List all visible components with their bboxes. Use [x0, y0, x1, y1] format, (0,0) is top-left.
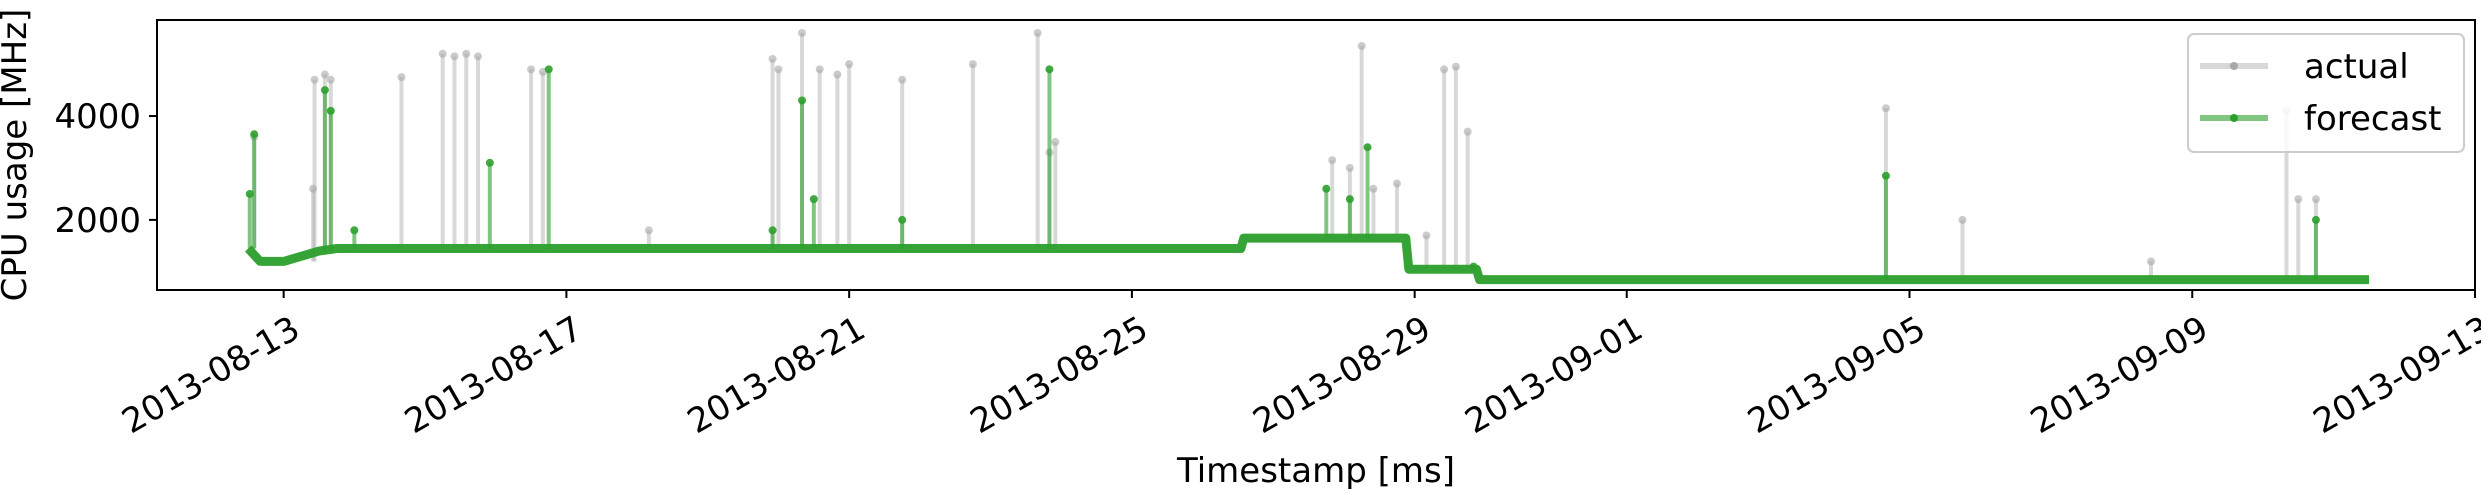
point-actual — [1033, 28, 1042, 37]
point-forecast — [350, 226, 359, 235]
point-actual — [774, 65, 783, 74]
point-actual — [397, 73, 406, 82]
point-forecast — [250, 130, 259, 139]
legend: actual forecast — [2187, 33, 2465, 153]
point-actual — [320, 70, 329, 79]
point-forecast — [326, 106, 335, 115]
legend-marker-actual — [2230, 62, 2238, 70]
point-actual — [644, 226, 653, 235]
point-actual — [798, 28, 807, 37]
point-actual — [1369, 184, 1378, 193]
point-actual — [1345, 163, 1354, 172]
point-forecast — [898, 215, 907, 224]
point-actual — [527, 65, 536, 74]
point-actual — [1422, 231, 1431, 240]
point-actual — [968, 60, 977, 69]
point-forecast — [1363, 143, 1372, 152]
point-forecast — [798, 96, 807, 105]
point-actual — [833, 70, 842, 79]
point-actual — [2147, 257, 2156, 266]
point-actual — [1451, 62, 1460, 71]
point-actual — [474, 52, 483, 61]
legend-frame — [2187, 33, 2465, 153]
point-actual — [310, 75, 319, 84]
point-actual — [1392, 179, 1401, 188]
legend-marker-forecast — [2230, 114, 2238, 122]
x-axis-label: Timestamp [ms] — [1176, 451, 1455, 490]
point-forecast — [768, 226, 777, 235]
point-actual — [898, 75, 907, 84]
point-forecast — [1469, 262, 1478, 271]
baseline-forecast — [244, 233, 2369, 285]
point-forecast — [1322, 184, 1331, 193]
point-forecast — [1881, 171, 1890, 180]
point-forecast — [809, 195, 818, 204]
point-actual — [450, 52, 459, 61]
point-actual — [845, 60, 854, 69]
point-actual — [2311, 195, 2320, 204]
point-actual — [1357, 41, 1366, 50]
point-actual — [1328, 156, 1337, 165]
point-actual — [1051, 138, 1060, 147]
y-tick-label: 4000 — [54, 97, 141, 137]
series-forecast — [244, 65, 2369, 285]
point-forecast — [544, 65, 553, 74]
point-actual — [309, 184, 318, 193]
point-actual — [1881, 104, 1890, 113]
point-forecast — [1045, 65, 1054, 74]
point-actual — [326, 75, 335, 84]
legend-label-forecast: forecast — [2304, 99, 2442, 139]
point-forecast — [1345, 195, 1354, 204]
point-actual — [462, 49, 471, 58]
point-actual — [1440, 65, 1449, 74]
y-axis-label: CPU usage [MHz] — [0, 9, 35, 302]
point-actual — [768, 54, 777, 63]
point-forecast — [2311, 215, 2320, 224]
point-forecast — [245, 189, 254, 198]
legend-label-actual: actual — [2304, 47, 2409, 87]
point-actual — [438, 49, 447, 58]
point-forecast — [320, 86, 329, 95]
point-forecast — [485, 158, 494, 167]
point-actual — [1463, 127, 1472, 136]
point-actual — [1958, 215, 1967, 224]
y-tick-label: 2000 — [54, 201, 141, 241]
point-actual — [2294, 195, 2303, 204]
axes-frame — [156, 19, 2476, 291]
point-actual — [815, 65, 824, 74]
